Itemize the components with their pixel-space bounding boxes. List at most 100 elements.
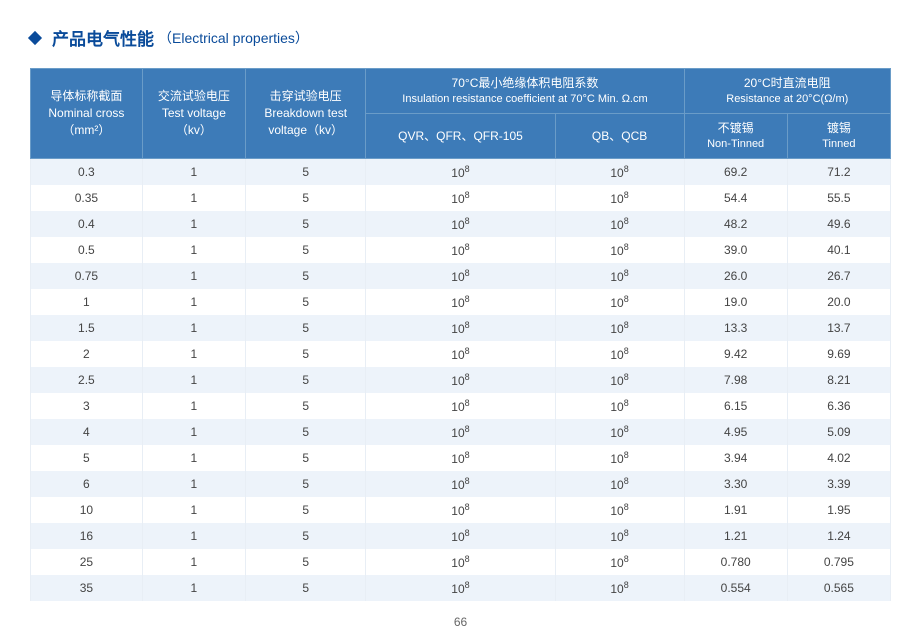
cell-ins2: 108 [555, 367, 684, 393]
cell-ins1: 108 [366, 549, 555, 575]
cell-ins1: 108 [366, 185, 555, 211]
cell-nominal: 0.4 [31, 211, 143, 237]
cell-ins1: 108 [366, 263, 555, 289]
cell-test: 1 [142, 367, 245, 393]
cell-ins1: 108 [366, 445, 555, 471]
table-row: 1.51510810813.313.7 [31, 315, 891, 341]
cell-r1: 6.15 [684, 393, 787, 419]
cell-nominal: 1 [31, 289, 143, 315]
cell-test: 1 [142, 263, 245, 289]
cell-nominal: 16 [31, 523, 143, 549]
cell-break: 5 [245, 341, 365, 367]
cell-break: 5 [245, 445, 365, 471]
cell-ins2: 108 [555, 575, 684, 601]
cell-ins2: 108 [555, 237, 684, 263]
cell-test: 1 [142, 211, 245, 237]
cell-ins2: 108 [555, 393, 684, 419]
cell-r1: 39.0 [684, 237, 787, 263]
cell-break: 5 [245, 237, 365, 263]
cell-test: 1 [142, 575, 245, 601]
cell-test: 1 [142, 549, 245, 575]
table-row: 4151081084.955.09 [31, 419, 891, 445]
cell-r2: 5.09 [787, 419, 890, 445]
cell-nominal: 2.5 [31, 367, 143, 393]
cell-nominal: 3 [31, 393, 143, 419]
cell-r1: 13.3 [684, 315, 787, 341]
diamond-icon [28, 30, 42, 44]
cell-ins1: 108 [366, 523, 555, 549]
th-ins-group: 70°C最小绝缘体积电阻系数Insulation resistance coef… [366, 69, 684, 114]
cell-test: 1 [142, 393, 245, 419]
cell-r1: 3.94 [684, 445, 787, 471]
table-row: 10151081081.911.95 [31, 497, 891, 523]
cell-ins2: 108 [555, 289, 684, 315]
cell-break: 5 [245, 575, 365, 601]
cell-ins2: 108 [555, 419, 684, 445]
cell-nominal: 35 [31, 575, 143, 601]
cell-break: 5 [245, 419, 365, 445]
table-header: 导体标称截面Nominal cross（mm²） 交流试验电压Test volt… [31, 69, 891, 159]
cell-ins2: 108 [555, 445, 684, 471]
table-row: 0.751510810826.026.7 [31, 263, 891, 289]
page-number: 66 [30, 615, 891, 629]
cell-r1: 26.0 [684, 263, 787, 289]
cell-ins2: 108 [555, 315, 684, 341]
table-row: 6151081083.303.39 [31, 471, 891, 497]
cell-test: 1 [142, 315, 245, 341]
cell-r1: 4.95 [684, 419, 787, 445]
cell-r1: 0.554 [684, 575, 787, 601]
cell-test: 1 [142, 341, 245, 367]
cell-break: 5 [245, 159, 365, 186]
cell-test: 1 [142, 237, 245, 263]
cell-ins1: 108 [366, 289, 555, 315]
cell-r1: 48.2 [684, 211, 787, 237]
cell-ins1: 108 [366, 575, 555, 601]
cell-r1: 0.780 [684, 549, 787, 575]
cell-nominal: 0.3 [31, 159, 143, 186]
cell-break: 5 [245, 523, 365, 549]
cell-r2: 4.02 [787, 445, 890, 471]
cell-ins1: 108 [366, 497, 555, 523]
table-row: 0.31510810869.271.2 [31, 159, 891, 186]
cell-break: 5 [245, 471, 365, 497]
table-row: 16151081081.211.24 [31, 523, 891, 549]
cell-nominal: 25 [31, 549, 143, 575]
table-row: 2151081089.429.69 [31, 341, 891, 367]
cell-nominal: 0.5 [31, 237, 143, 263]
cell-break: 5 [245, 289, 365, 315]
cell-ins2: 108 [555, 341, 684, 367]
cell-break: 5 [245, 315, 365, 341]
cell-nominal: 0.35 [31, 185, 143, 211]
cell-break: 5 [245, 185, 365, 211]
cell-ins1: 108 [366, 471, 555, 497]
th-res-tin: 镀锡Tinned [787, 114, 890, 159]
table-row: 0.351510810854.455.5 [31, 185, 891, 211]
title-cn: 产品电气性能 [52, 25, 154, 50]
cell-r2: 26.7 [787, 263, 890, 289]
cell-r1: 19.0 [684, 289, 787, 315]
cell-r1: 3.30 [684, 471, 787, 497]
cell-r2: 13.7 [787, 315, 890, 341]
cell-test: 1 [142, 523, 245, 549]
cell-r1: 69.2 [684, 159, 787, 186]
cell-ins2: 108 [555, 263, 684, 289]
cell-ins1: 108 [366, 341, 555, 367]
cell-r2: 71.2 [787, 159, 890, 186]
cell-test: 1 [142, 289, 245, 315]
cell-r1: 1.91 [684, 497, 787, 523]
cell-r2: 1.95 [787, 497, 890, 523]
cell-ins1: 108 [366, 237, 555, 263]
cell-break: 5 [245, 549, 365, 575]
cell-r2: 0.565 [787, 575, 890, 601]
table-row: 35151081080.5540.565 [31, 575, 891, 601]
th-ins-qvr: QVR、QFR、QFR-105 [366, 114, 555, 159]
cell-ins2: 108 [555, 159, 684, 186]
cell-test: 1 [142, 445, 245, 471]
cell-nominal: 6 [31, 471, 143, 497]
cell-ins2: 108 [555, 185, 684, 211]
cell-ins1: 108 [366, 393, 555, 419]
cell-ins1: 108 [366, 367, 555, 393]
cell-nominal: 4 [31, 419, 143, 445]
cell-r2: 55.5 [787, 185, 890, 211]
cell-test: 1 [142, 419, 245, 445]
